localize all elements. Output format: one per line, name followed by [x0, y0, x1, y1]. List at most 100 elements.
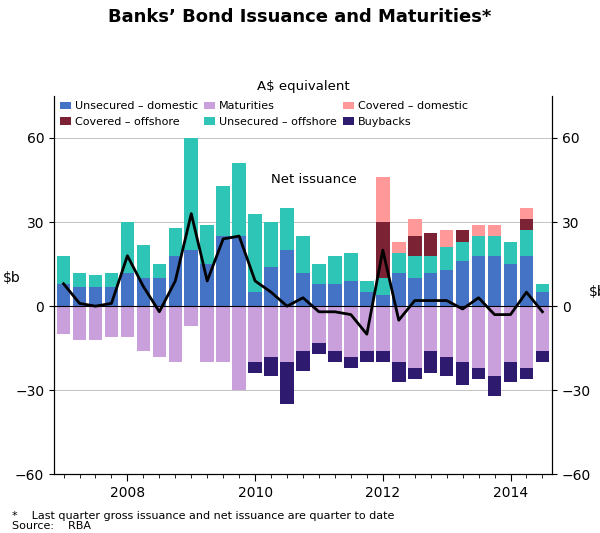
Bar — [488, 376, 502, 396]
Bar — [440, 357, 454, 376]
Bar — [169, 306, 182, 362]
Bar — [536, 351, 549, 362]
Bar — [488, 236, 502, 256]
Bar — [520, 208, 533, 219]
Bar — [408, 368, 422, 379]
Bar — [280, 250, 294, 306]
Bar — [440, 270, 454, 306]
Bar — [312, 264, 326, 284]
Bar — [89, 306, 102, 340]
Bar — [264, 306, 278, 357]
Bar — [312, 306, 326, 343]
Bar — [456, 362, 469, 385]
Bar — [184, 306, 198, 326]
Bar — [328, 256, 342, 284]
Bar — [376, 351, 389, 362]
Bar — [488, 225, 502, 236]
Bar — [232, 306, 246, 390]
Bar — [424, 233, 437, 256]
Bar — [344, 281, 358, 306]
Bar — [137, 278, 150, 306]
Bar — [280, 208, 294, 250]
Bar — [73, 287, 86, 306]
Bar — [57, 284, 70, 306]
Bar — [152, 306, 166, 357]
Text: Banks’ Bond Issuance and Maturities*: Banks’ Bond Issuance and Maturities* — [109, 8, 491, 26]
Bar — [456, 261, 469, 306]
Bar — [232, 163, 246, 236]
Bar — [217, 306, 230, 362]
Bar — [104, 272, 118, 287]
Bar — [392, 362, 406, 382]
Bar — [424, 306, 437, 351]
Bar — [408, 256, 422, 278]
Bar — [392, 272, 406, 306]
Bar — [376, 295, 389, 306]
Bar — [360, 292, 374, 306]
Bar — [184, 138, 198, 250]
Bar — [504, 306, 517, 362]
Bar — [344, 306, 358, 357]
Bar — [504, 264, 517, 306]
Bar — [392, 241, 406, 253]
Bar — [152, 264, 166, 278]
Bar — [520, 306, 533, 368]
Bar — [328, 284, 342, 306]
Bar — [152, 278, 166, 306]
Bar — [232, 236, 246, 306]
Bar — [184, 250, 198, 306]
Bar — [312, 343, 326, 354]
Bar — [200, 225, 214, 264]
Bar — [408, 306, 422, 368]
Bar — [488, 306, 502, 376]
Bar — [360, 281, 374, 292]
Bar — [456, 230, 469, 241]
Legend: Unsecured – domestic, Covered – offshore, Maturities, Unsecured – offshore, Cove: Unsecured – domestic, Covered – offshore… — [59, 101, 468, 127]
Bar — [217, 185, 230, 236]
Bar — [73, 272, 86, 287]
Bar — [121, 222, 134, 272]
Bar — [440, 230, 454, 247]
Bar — [392, 306, 406, 362]
Bar — [424, 256, 437, 272]
Bar — [280, 306, 294, 362]
Bar — [376, 177, 389, 222]
Bar — [424, 272, 437, 306]
Bar — [121, 306, 134, 337]
Bar — [456, 241, 469, 261]
Bar — [248, 306, 262, 362]
Bar — [376, 306, 389, 351]
Bar — [264, 222, 278, 267]
Bar — [536, 284, 549, 292]
Bar — [520, 219, 533, 230]
Bar — [328, 306, 342, 351]
Bar — [264, 267, 278, 306]
Bar — [424, 351, 437, 374]
Bar — [440, 247, 454, 270]
Bar — [137, 306, 150, 351]
Title: A$ equivalent: A$ equivalent — [257, 80, 349, 93]
Bar — [121, 272, 134, 306]
Bar — [57, 256, 70, 284]
Bar — [169, 228, 182, 256]
Bar — [408, 278, 422, 306]
Bar — [376, 278, 389, 295]
Text: Source:    RBA: Source: RBA — [12, 521, 91, 531]
Bar — [472, 256, 485, 306]
Bar — [520, 368, 533, 379]
Bar — [408, 236, 422, 256]
Y-axis label: $b: $b — [589, 285, 600, 299]
Bar — [104, 287, 118, 306]
Bar — [296, 351, 310, 370]
Bar — [57, 306, 70, 334]
Bar — [280, 362, 294, 405]
Bar — [89, 287, 102, 306]
Bar — [440, 306, 454, 357]
Bar — [217, 236, 230, 306]
Bar — [73, 306, 86, 340]
Bar — [344, 357, 358, 368]
Bar — [200, 264, 214, 306]
Bar — [360, 306, 374, 351]
Bar — [408, 219, 422, 236]
Bar — [504, 362, 517, 382]
